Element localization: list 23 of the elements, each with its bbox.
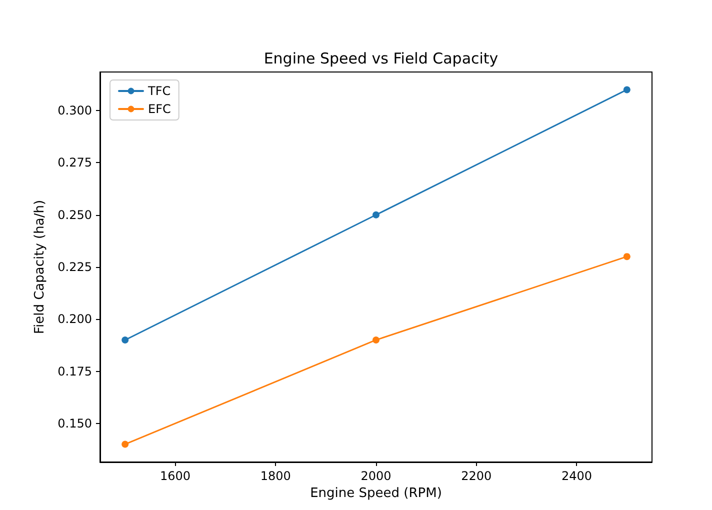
point: [122, 336, 129, 344]
x-tick-label: 2400: [561, 469, 592, 483]
y-tick-label: 0.275: [58, 156, 92, 170]
y-tick-label: 0.300: [58, 104, 92, 118]
y-axis-title: Field Capacity (ha/h): [32, 200, 48, 334]
x-tick-label: 1800: [260, 469, 291, 483]
y-tick-label: 0.175: [58, 364, 92, 378]
y-tick-label: 0.150: [58, 416, 92, 430]
x-tick-label: 2000: [360, 469, 392, 483]
point: [372, 336, 380, 344]
legend-label: TFC: [147, 84, 171, 98]
point: [372, 211, 380, 218]
x-tick-label: 1600: [160, 469, 191, 483]
y-tick-label: 0.200: [58, 312, 92, 326]
y-tick-label: 0.225: [58, 260, 92, 274]
x-axis-title: Engine Speed (RPM): [310, 486, 442, 501]
chart-title: Engine Speed vs Field Capacity: [264, 50, 498, 68]
point: [623, 86, 630, 94]
x-tick-label: 2200: [461, 469, 492, 483]
y-tick-label: 0.250: [58, 208, 92, 222]
legend-label: EFC: [148, 102, 171, 116]
point: [623, 253, 630, 260]
point: [122, 440, 129, 448]
